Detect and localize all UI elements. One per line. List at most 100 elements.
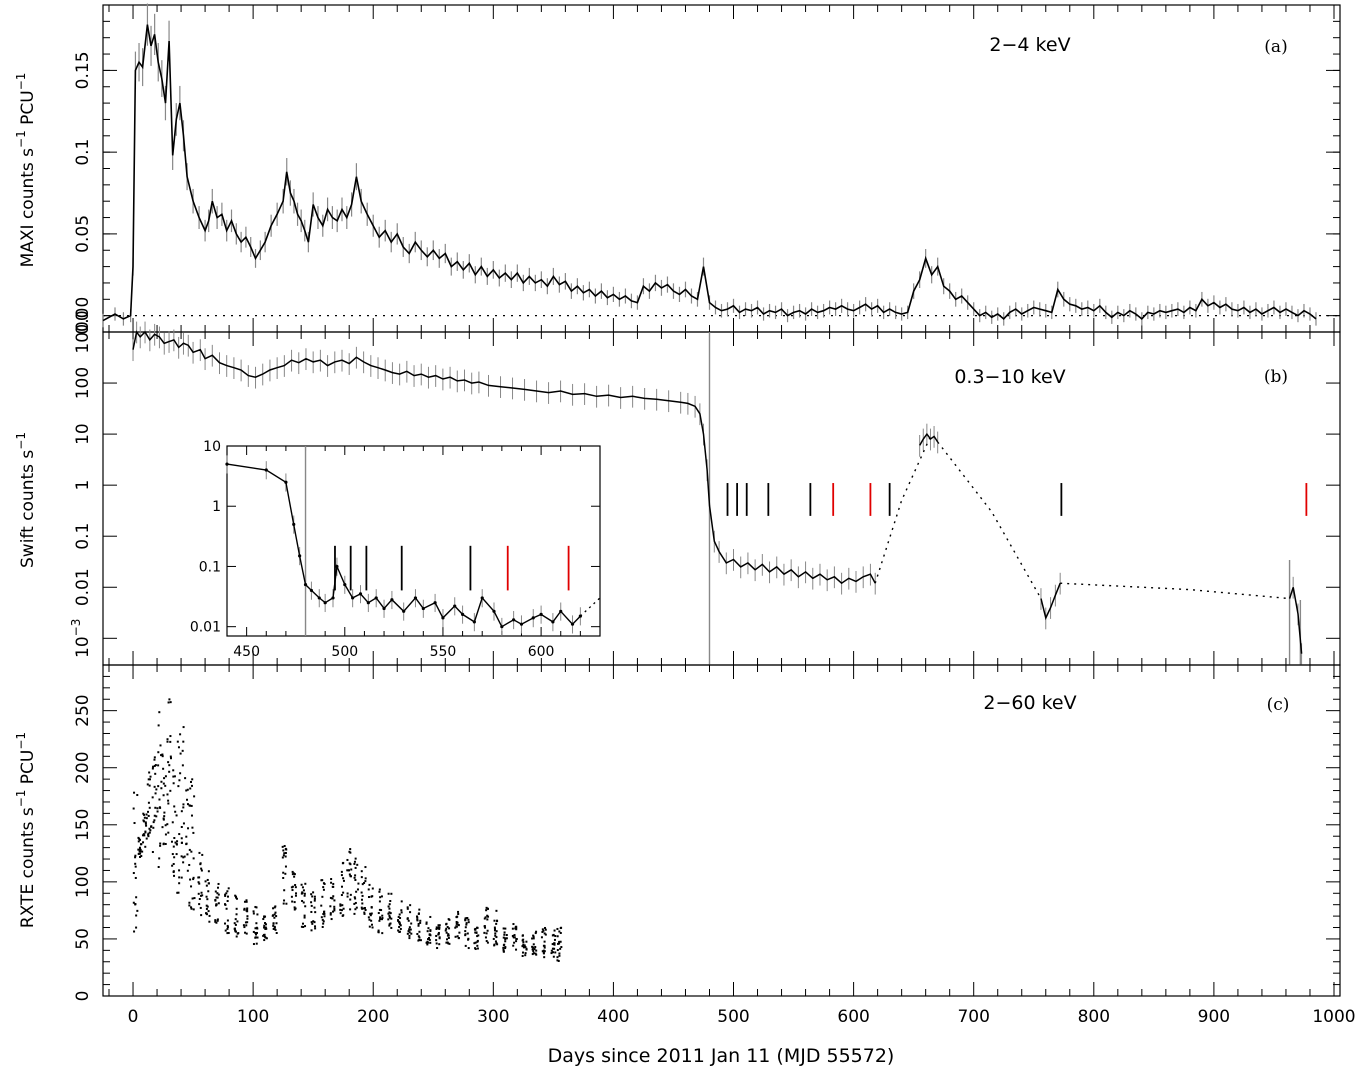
rxte-point (341, 904, 344, 907)
rxte-point (360, 906, 363, 909)
panel-a-band: 2−4 keV (989, 34, 1070, 56)
rxte-point (190, 906, 193, 909)
rxte-point (162, 794, 165, 797)
rxte-point (148, 771, 151, 774)
panel-c-series (132, 698, 563, 962)
rxte-point (155, 788, 158, 791)
rxte-point (157, 751, 160, 754)
rxte-point (303, 894, 306, 897)
rxte-point (300, 925, 303, 928)
rxte-point (355, 906, 358, 909)
rxte-point (153, 785, 156, 788)
rxte-point (147, 814, 150, 817)
rxte-point (171, 864, 174, 867)
rxte-point (524, 954, 527, 957)
rxte-point (512, 944, 515, 947)
rxte-point (199, 862, 202, 865)
rxte-point (515, 948, 518, 951)
rxte-point (284, 855, 287, 858)
rxte-point (370, 906, 373, 909)
rxte-point (161, 755, 164, 758)
rxte-point (180, 810, 183, 813)
rxte-point (216, 886, 219, 889)
rxte-point (531, 953, 534, 956)
rxte-point (525, 940, 528, 943)
rxte-point (532, 935, 535, 938)
rxte-point (522, 943, 525, 946)
rxte-point (494, 934, 497, 937)
rxte-point (437, 931, 440, 934)
rxte-point (142, 841, 145, 844)
rxte-point (183, 855, 186, 858)
inset-gap-line (579, 597, 601, 617)
rxte-point (207, 890, 210, 893)
rxte-point (557, 959, 560, 962)
rxte-point (447, 936, 450, 939)
rxte-point (408, 931, 411, 934)
rxte-point (291, 885, 294, 888)
rxte-point (252, 912, 255, 915)
rxte-point (542, 951, 545, 954)
rxte-point (188, 904, 191, 907)
rxte-point (556, 959, 559, 962)
rxte-point (353, 876, 356, 879)
rxte-point (226, 900, 229, 903)
rxte-point (294, 894, 297, 897)
rxte-point (511, 927, 514, 930)
rxte-point (281, 856, 284, 859)
rxte-point (216, 896, 219, 899)
rxte-point (138, 852, 141, 855)
rxte-point (496, 920, 499, 923)
rxte-point (339, 908, 342, 911)
rxte-point (173, 805, 176, 808)
rxte-point (227, 887, 230, 890)
rxte-point (291, 873, 294, 876)
rxte-point (191, 826, 194, 829)
rxte-point (484, 936, 487, 939)
rxte-point (273, 926, 276, 929)
rxte-point (174, 810, 177, 813)
rxte-point (236, 920, 239, 923)
rxte-point (138, 850, 141, 853)
rxte-point (224, 903, 227, 906)
rxte-point (371, 926, 374, 929)
rxte-point (322, 922, 325, 925)
rxte-point (169, 789, 172, 792)
y-tick-label: 10 (73, 423, 93, 445)
rxte-point (556, 956, 559, 959)
rxte-point (282, 854, 285, 857)
rxte-point (197, 892, 200, 895)
rxte-point (330, 881, 333, 884)
rxte-point (381, 914, 384, 917)
rxte-point (464, 918, 467, 921)
rxte-point (301, 891, 304, 894)
rxte-point (361, 894, 364, 897)
rxte-point (149, 775, 152, 778)
rxte-point (349, 848, 352, 851)
rxte-point (340, 874, 343, 877)
rxte-point (495, 930, 498, 933)
rxte-point (137, 840, 140, 843)
rxte-point (201, 853, 204, 856)
rxte-point (134, 865, 137, 868)
rxte-point (354, 878, 357, 881)
rxte-point (188, 848, 191, 851)
rxte-point (142, 833, 145, 836)
rxte-point (333, 905, 336, 908)
rxte-point (167, 701, 170, 704)
rxte-point (310, 929, 313, 932)
rxte-point (331, 897, 334, 900)
rxte-point (215, 896, 218, 899)
rxte-point (363, 906, 366, 909)
rxte-point (389, 922, 392, 925)
rxte-point (154, 792, 157, 795)
rxte-point (354, 897, 357, 900)
rxte-point (408, 937, 411, 940)
rxte-point (390, 892, 393, 895)
x-axis-label: Days since 2011 Jan 11 (MJD 55572) (548, 1045, 895, 1067)
y-tick-label: 250 (73, 694, 93, 726)
rxte-point (514, 925, 517, 928)
rxte-point (476, 935, 479, 938)
rxte-point (524, 946, 527, 949)
